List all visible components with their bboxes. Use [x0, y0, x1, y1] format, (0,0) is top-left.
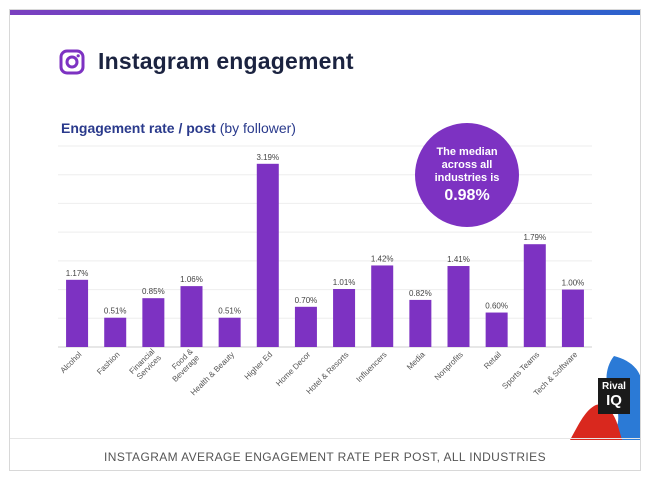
bar [485, 312, 508, 347]
tick-label-group: Food &Beverage [170, 346, 201, 383]
median-text: The median across all industries is [434, 145, 500, 184]
rivaliq-logo: Rival IQ [570, 356, 640, 440]
data-label: 0.60% [485, 302, 508, 311]
bar [66, 279, 89, 347]
tick-label: Sports Teams [500, 350, 541, 391]
tick-label-group: Influencers [355, 350, 389, 384]
caption-divider [10, 438, 640, 439]
bar [447, 266, 470, 347]
chart-subtitle: Engagement rate / post (by follower) [61, 120, 296, 136]
data-label: 0.82% [409, 289, 432, 298]
data-label: 3.19% [256, 153, 279, 162]
data-label: 1.17% [66, 269, 89, 278]
page-title: Instagram engagement [98, 48, 354, 74]
tick-label-group: Home Decor [274, 350, 312, 388]
tick-label-group: Fashion [95, 350, 121, 376]
subtitle-rest: (by follower) [219, 120, 296, 136]
data-label: 0.85% [142, 287, 165, 296]
bar [333, 288, 356, 347]
logo-line1: Rival [602, 381, 626, 392]
tick-label-group: Nonprofits [433, 350, 465, 382]
logo-line2: IQ [606, 392, 622, 409]
data-label: 0.70% [295, 296, 318, 305]
data-label: 1.42% [371, 254, 394, 263]
bar [523, 244, 546, 347]
tick-label: Nonprofits [433, 350, 465, 382]
bar [180, 286, 203, 347]
subtitle-bold: Engagement rate / post [61, 120, 216, 136]
card: Instagram engagement Engagement rate / p… [9, 9, 641, 471]
data-label: 0.51% [104, 307, 127, 316]
data-label: 1.01% [333, 278, 356, 287]
bar [142, 298, 165, 347]
bar [256, 163, 279, 347]
chart-caption: INSTAGRAM AVERAGE ENGAGEMENT RATE PER PO… [104, 450, 546, 464]
bar [294, 306, 317, 347]
logo-badge: Rival IQ [598, 378, 630, 414]
tick-label-group: Alcohol [59, 350, 84, 375]
bar [371, 265, 394, 347]
bar [104, 317, 127, 347]
tick-label: Retail [482, 350, 503, 371]
median-badge: The median across all industries is 0.98… [415, 123, 519, 227]
tick-label: Fashion [95, 350, 121, 376]
tick-label-group: Sports Teams [500, 350, 541, 391]
tick-label: Alcohol [59, 350, 84, 375]
bar [409, 299, 432, 347]
tick-label: Influencers [355, 350, 389, 384]
tick-label-group: Media [405, 350, 427, 372]
data-label: 1.06% [180, 275, 203, 284]
median-value: 0.98% [444, 186, 490, 204]
data-label: 1.00% [562, 279, 585, 288]
data-label: 1.79% [523, 233, 546, 242]
tick-label: Home Decor [274, 350, 312, 388]
tick-label-group: Retail [482, 350, 503, 371]
bar [561, 289, 584, 347]
bar-chart: 1.17% Alcohol 0.51% Fashion 0.85% FinancialSe… [58, 145, 592, 398]
bar [218, 317, 241, 347]
tick-label: Higher Ed [243, 350, 275, 382]
top-accent-bar [10, 10, 640, 15]
tick-label-group: Higher Ed [243, 350, 275, 382]
instagram-icon [59, 49, 85, 75]
data-label: 1.41% [447, 255, 470, 264]
data-label: 0.51% [218, 307, 241, 316]
tick-label: Media [405, 350, 427, 372]
